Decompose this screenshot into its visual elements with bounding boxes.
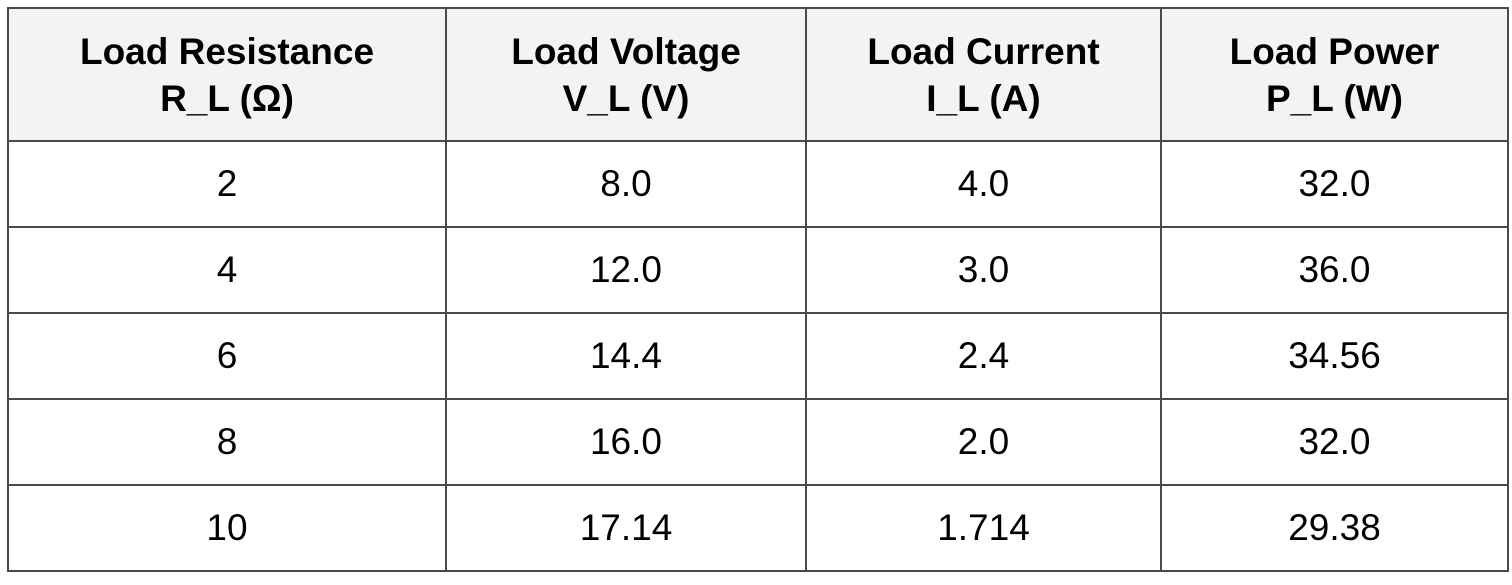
table-cell: 16.0 (445, 398, 807, 486)
table-cell: 4.0 (805, 140, 1162, 228)
header-text: V_L (V) (562, 77, 690, 119)
header-cell: Load Power P_L (W) (1160, 7, 1509, 142)
table-row: 2 8.0 4.0 32.0 (7, 140, 1509, 228)
table-cell: 32.0 (1160, 140, 1509, 228)
table-head: Load Resistance R_L (Ω) Load Voltage V_L (V… (7, 7, 1509, 142)
header-row: Load Resistance R_L (Ω) Load Voltage V_L (V… (7, 7, 1509, 142)
header-cell: Load Current I_L (A) (805, 7, 1162, 142)
table-cell: 4 (7, 226, 447, 314)
table-cell: 2.0 (805, 398, 1162, 486)
table-row: 4 12.0 3.0 36.0 (7, 226, 1509, 314)
header-text: Load Resistance (79, 30, 375, 72)
table-cell: 29.38 (1160, 484, 1509, 572)
table-cell: 1.714 (805, 484, 1162, 572)
header-text: Load Power (1229, 30, 1440, 72)
table-cell: 2 (7, 140, 447, 228)
table-row: 8 16.0 2.0 32.0 (7, 398, 1509, 486)
header-cell: Load Voltage V_L (V) (445, 7, 807, 142)
table-cell: 36.0 (1160, 226, 1509, 314)
table-cell: 32.0 (1160, 398, 1509, 486)
table-cell: 3.0 (805, 226, 1162, 314)
header-text: P_L (W) (1265, 77, 1404, 119)
table-row: 6 14.4 2.4 34.56 (7, 312, 1509, 400)
header-text: Load Current (867, 30, 1100, 72)
table-cell: 14.4 (445, 312, 807, 400)
table-cell: 17.14 (445, 484, 807, 572)
table-cell: 10 (7, 484, 447, 572)
header-text: R_L (Ω) (160, 77, 294, 119)
data-table: Load Resistance R_L (Ω) Load Voltage V_L (V… (7, 7, 1509, 572)
header-cell: Load Resistance R_L (Ω) (7, 7, 447, 142)
table-cell: 2.4 (805, 312, 1162, 400)
table-body: 2 8.0 4.0 32.0 4 12.0 3.0 36.0 6 14.4 2.4 34.56 8 16.… (7, 140, 1509, 572)
table-cell: 6 (7, 312, 447, 400)
table-cell: 12.0 (445, 226, 807, 314)
header-text: Load Voltage (511, 30, 741, 72)
header-text: I_L (A) (926, 77, 1041, 119)
table-cell: 34.56 (1160, 312, 1509, 400)
table-cell: 8.0 (445, 140, 807, 228)
table-row: 10 17.14 1.714 29.38 (7, 484, 1509, 572)
table-cell: 8 (7, 398, 447, 486)
